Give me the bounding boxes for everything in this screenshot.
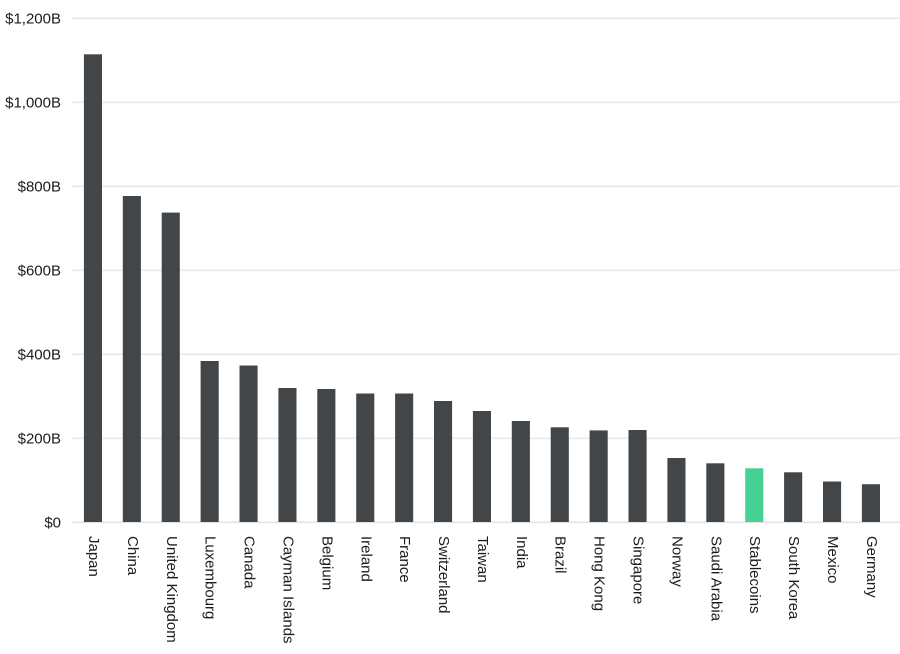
svg-text:France: France — [396, 536, 413, 583]
svg-text:$400B: $400B — [18, 347, 61, 364]
svg-text:Luxembourg: Luxembourg — [202, 536, 219, 619]
svg-text:Saudi Arabia: Saudi Arabia — [707, 536, 724, 622]
svg-text:Norway: Norway — [668, 536, 685, 587]
svg-text:Taiwan: Taiwan — [474, 536, 491, 583]
svg-text:Switzerland: Switzerland — [435, 536, 452, 614]
svg-text:Canada: Canada — [241, 536, 258, 589]
svg-text:Brazil: Brazil — [552, 536, 569, 574]
svg-text:$600B: $600B — [18, 263, 61, 280]
svg-text:$200B: $200B — [18, 431, 61, 448]
svg-text:Singapore: Singapore — [630, 536, 647, 604]
svg-text:$1,000B: $1,000B — [5, 95, 61, 112]
svg-text:$1,200B: $1,200B — [5, 11, 61, 28]
svg-text:$0: $0 — [44, 515, 61, 532]
svg-text:Stablecoins: Stablecoins — [746, 536, 763, 614]
svg-text:India: India — [513, 536, 530, 569]
svg-text:China: China — [124, 536, 141, 576]
svg-text:Japan: Japan — [85, 536, 102, 577]
svg-text:Ireland: Ireland — [357, 536, 374, 582]
svg-text:United Kingdom: United Kingdom — [163, 536, 180, 643]
svg-text:Mexico: Mexico — [824, 536, 841, 584]
svg-text:Cayman Islands: Cayman Islands — [279, 536, 296, 644]
svg-text:South Korea: South Korea — [785, 536, 802, 620]
svg-text:Belgium: Belgium — [318, 536, 335, 590]
svg-text:Hong Kong: Hong Kong — [591, 536, 608, 611]
svg-text:$800B: $800B — [18, 179, 61, 196]
svg-text:Germany: Germany — [863, 536, 880, 598]
